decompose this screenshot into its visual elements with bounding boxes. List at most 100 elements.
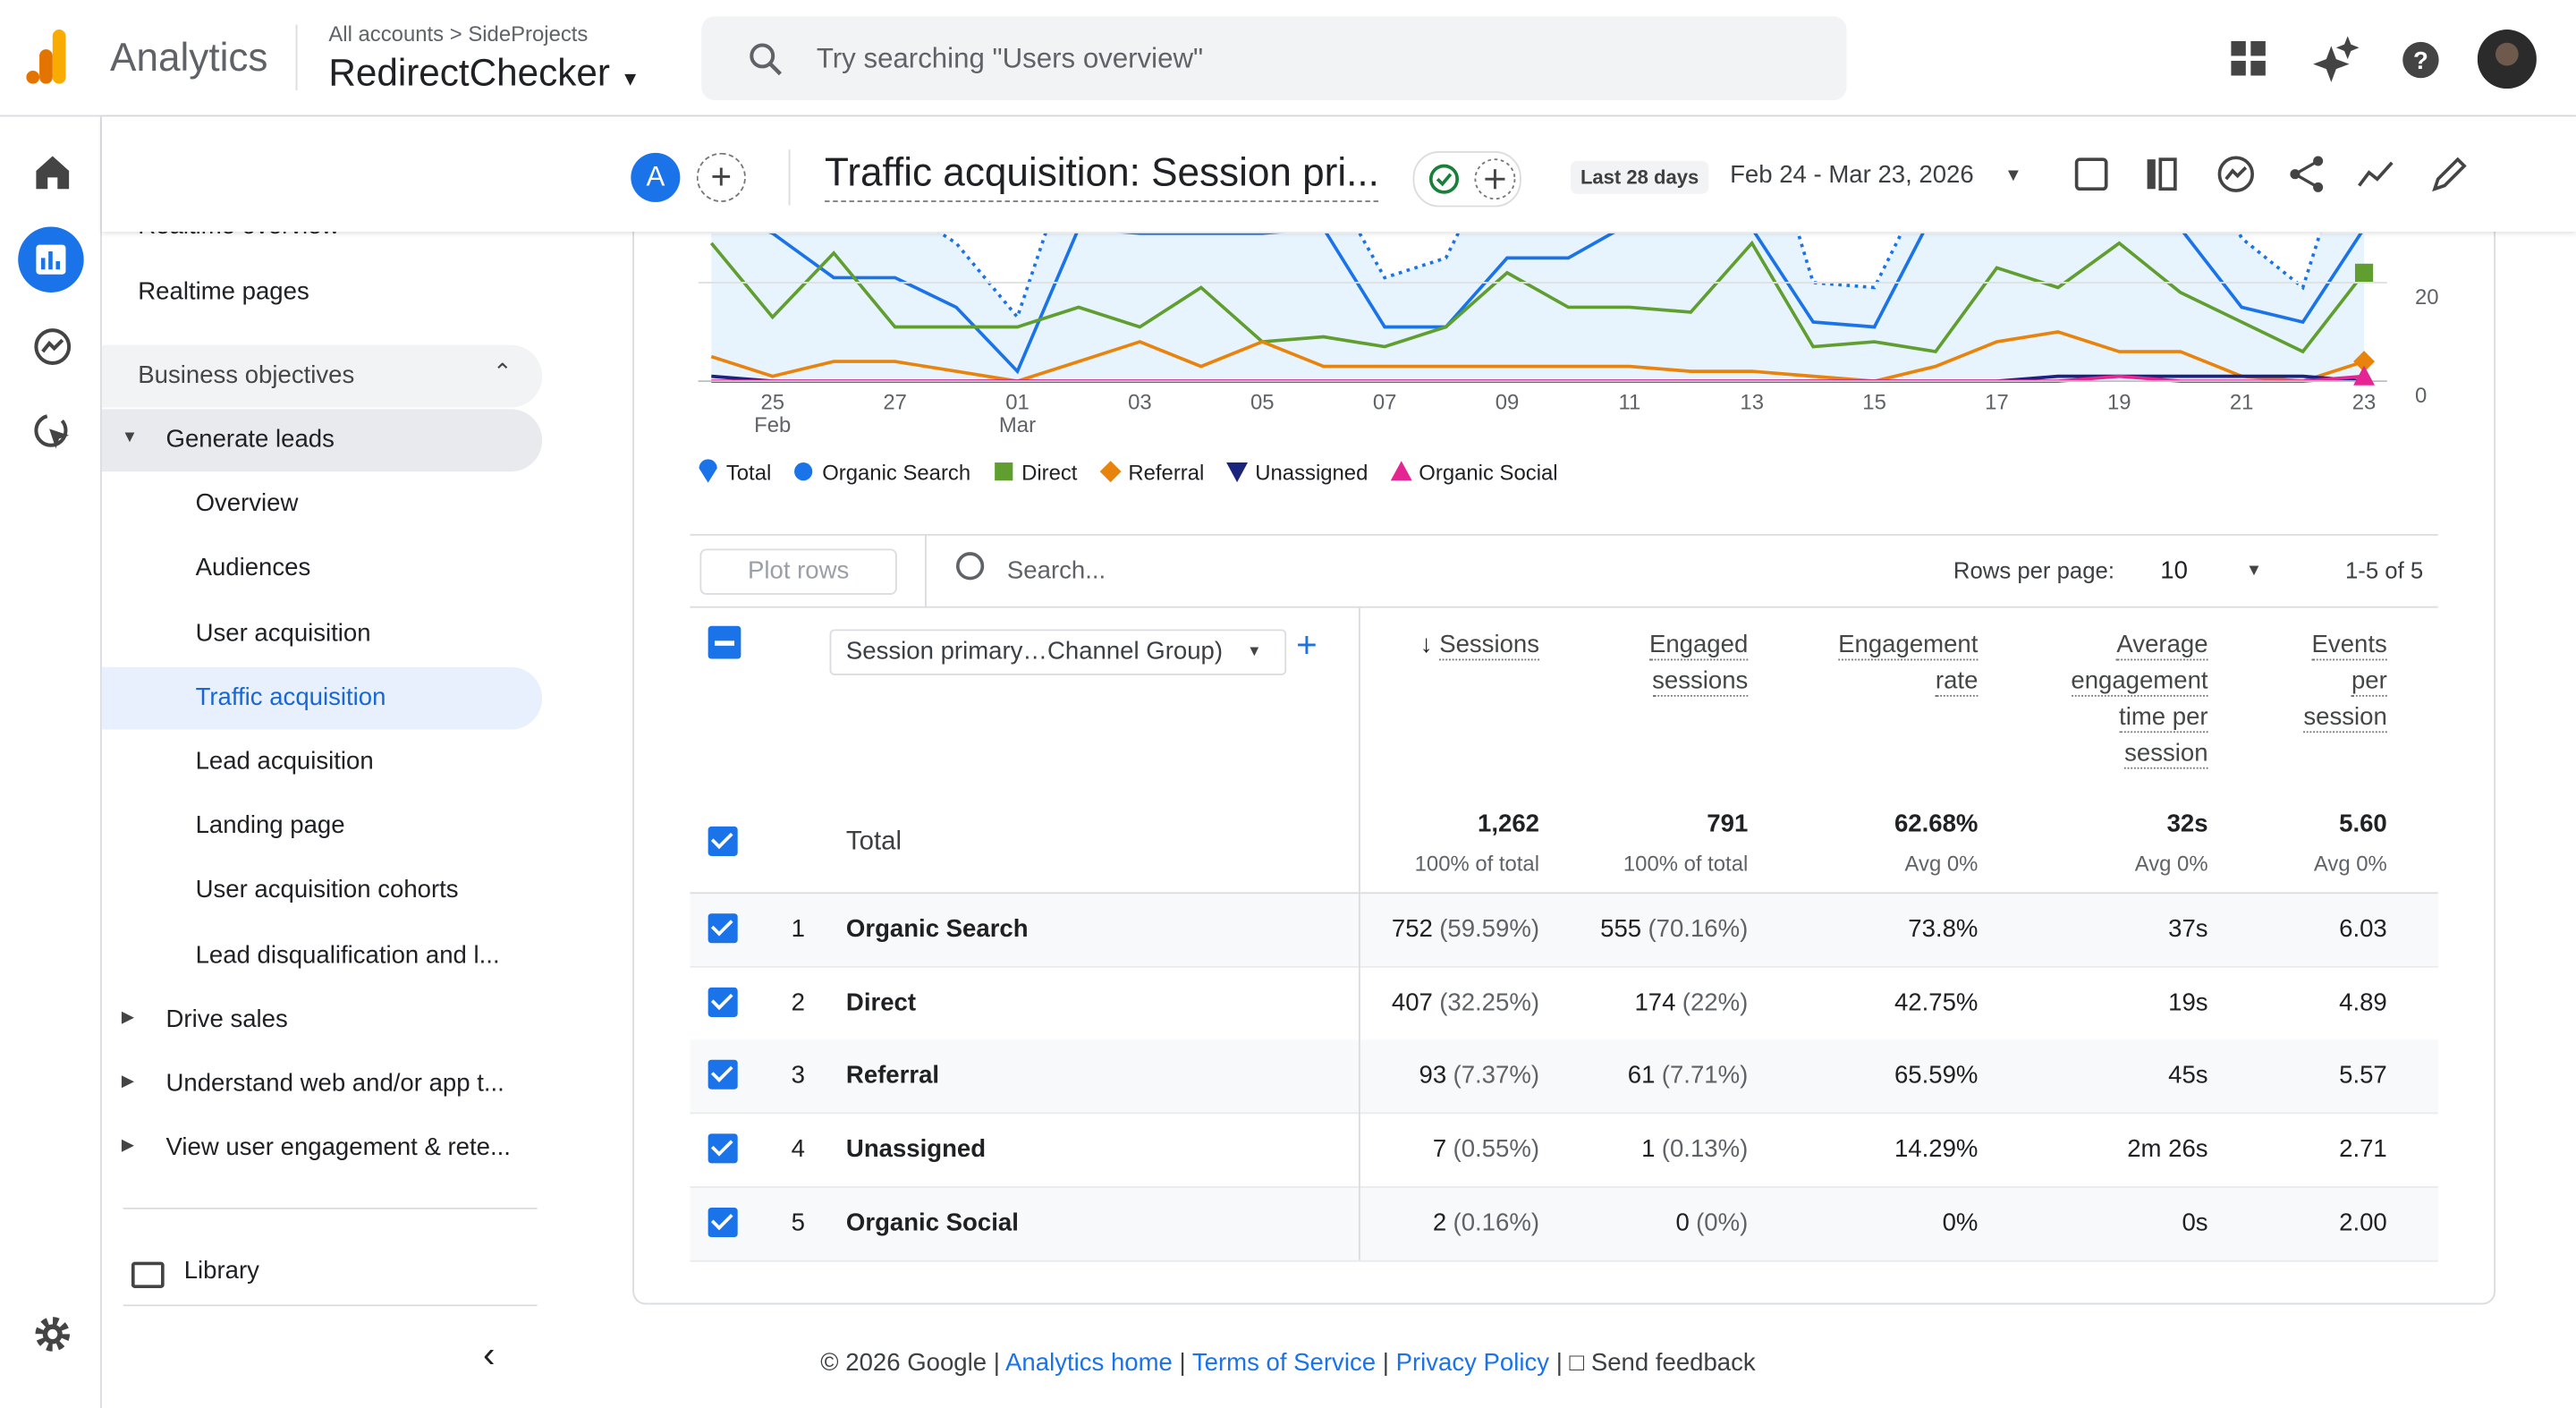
footer-link[interactable]: Terms of Service	[1191, 1348, 1377, 1378]
sparkle-icon[interactable]	[2313, 36, 2360, 82]
table-search[interactable]: Search...	[1006, 556, 1106, 585]
date-dropdown[interactable]: ▼	[2004, 165, 2022, 186]
checkbox[interactable]	[708, 1060, 738, 1090]
cell: 14.29%	[1765, 1135, 1978, 1163]
divider	[123, 1208, 538, 1210]
advertising-icon[interactable]	[33, 412, 72, 452]
column-header[interactable]: Engagement rate	[1797, 628, 1979, 700]
separator: |	[993, 1348, 1000, 1378]
property-picker[interactable]: RedirectChecker ▼	[328, 50, 640, 94]
add-dimension[interactable]: +	[1296, 623, 1318, 666]
legend-item[interactable]: Referral	[1098, 458, 1204, 484]
checkbox[interactable]	[708, 1133, 738, 1164]
nav-item[interactable]: Landing page	[195, 811, 345, 840]
total-sub: 100% of total	[1623, 851, 1749, 876]
row-name[interactable]: Referral	[845, 1062, 940, 1090]
expand-arrow: ▶	[121, 1008, 135, 1027]
row-name[interactable]: Direct	[845, 988, 917, 1017]
collapse-button[interactable]: ‹	[483, 1334, 496, 1376]
cell-percent: (22%)	[1682, 988, 1749, 1017]
cell-percent: (0.13%)	[1661, 1135, 1749, 1164]
feedback[interactable]: □ Send feedback	[1569, 1348, 1756, 1378]
x-month-label: Feb	[754, 413, 791, 437]
checkbox[interactable]	[708, 826, 738, 856]
area	[711, 233, 2365, 382]
nav-item[interactable]: Lead acquisition	[195, 747, 374, 776]
legend-marker	[1390, 461, 1412, 481]
cell-value: 0%	[1942, 1209, 1979, 1237]
explore-icon[interactable]	[33, 327, 72, 367]
search-box[interactable]	[701, 16, 1847, 101]
row-name[interactable]: Organic Social	[845, 1209, 1019, 1237]
marker	[2353, 365, 2376, 386]
cell: 752 (59.59%)	[1326, 915, 1539, 943]
home-icon[interactable]	[33, 155, 72, 191]
reports-icon[interactable]	[18, 226, 84, 293]
filter-chip[interactable]	[1412, 150, 1521, 208]
nav-group[interactable]: Generate leads	[165, 425, 335, 454]
cell: 0 (0%)	[1535, 1209, 1748, 1236]
total-value: 5.60	[2339, 810, 2387, 838]
nav-item[interactable]: Audiences	[195, 554, 311, 582]
apps-icon[interactable]	[2231, 40, 2267, 77]
chevron: ⌃	[493, 358, 513, 385]
report-toolbar[interactable]	[2073, 153, 2566, 199]
footer-link[interactable]: Privacy Policy	[1395, 1348, 1550, 1378]
y-tick-label: 0	[2415, 384, 2427, 408]
dimension: Session primary…Channel Group)	[845, 637, 1224, 666]
breadcrumb[interactable]: All accounts > SideProjects	[328, 21, 589, 47]
legend-item[interactable]: Unassigned	[1225, 458, 1368, 484]
nav-item[interactable]: User acquisition cohorts	[195, 876, 459, 904]
cell-value: 555	[1600, 915, 1642, 944]
rank: 4	[791, 1135, 806, 1164]
dimension-picker[interactable]: Session primary…Channel Group) ▼	[829, 629, 1287, 675]
nav-group[interactable]: Understand web and/or app t...	[165, 1069, 504, 1098]
column-header[interactable]: Events per session	[2272, 628, 2387, 736]
column-header[interactable]: ↓ Sessions	[1392, 628, 1540, 664]
nav-item[interactable]: User acquisition	[195, 618, 371, 647]
row-name[interactable]: Organic Search	[845, 915, 1029, 944]
footer-link[interactable]: Analytics home	[1005, 1348, 1173, 1378]
table-row	[690, 967, 2438, 1041]
column-header[interactable]: Engaged sessions	[1600, 628, 1749, 700]
row-name[interactable]: Unassigned	[845, 1135, 987, 1164]
legend-item[interactable]: Organic Social	[1389, 458, 1558, 484]
column-header[interactable]: Average engagement time per session	[2044, 628, 2208, 773]
add-comparison[interactable]: +	[696, 152, 746, 202]
comparison-chip[interactable]: A	[631, 152, 681, 202]
nav-item[interactable]: Traffic acquisition	[195, 683, 386, 711]
nav-item[interactable]: Lead disqualification and l...	[195, 940, 500, 969]
legend-item[interactable]: Direct	[992, 458, 1077, 484]
legend-marker	[1099, 461, 1122, 483]
nav-library[interactable]: Library	[183, 1257, 259, 1286]
checkbox[interactable]	[708, 913, 738, 944]
date-range[interactable]: Feb 24 - Mar 23, 2026	[1730, 161, 1974, 190]
series-line	[767, 233, 2363, 375]
x-tick-label: 15	[1862, 390, 1886, 414]
cell-value: 407	[1391, 988, 1433, 1017]
report-title[interactable]: Traffic acquisition: Session pri...	[825, 151, 1379, 202]
nav-group[interactable]: View user engagement & rete...	[165, 1133, 511, 1162]
x-tick-label: 01	[1005, 390, 1030, 414]
cell-value: 0s	[2182, 1209, 2208, 1237]
cell: 2m 26s	[1995, 1135, 2207, 1163]
legend-item[interactable]: Organic Search	[792, 458, 970, 484]
cell: 42.75%	[1765, 988, 1978, 1016]
nav-group[interactable]: Drive sales	[165, 1005, 288, 1033]
plot-rows-button[interactable]: Plot rows	[699, 548, 897, 595]
settings-icon[interactable]	[33, 1314, 72, 1353]
cell: 61 (7.71%)	[1535, 1062, 1748, 1090]
cell-percent: (7.37%)	[1453, 1062, 1540, 1090]
help-icon[interactable]: ?	[2402, 41, 2439, 79]
marker	[699, 459, 717, 483]
nav-item[interactable]: Realtime pages	[138, 276, 309, 305]
legend-item[interactable]: Total	[697, 458, 771, 484]
rows-per-page[interactable]: 10	[2160, 556, 2188, 585]
total-sub: 100% of total	[1414, 851, 1540, 876]
rank: 5	[791, 1209, 806, 1237]
avatar[interactable]	[2477, 30, 2537, 89]
nav-section[interactable]: Business objectives	[138, 361, 355, 390]
checkbox[interactable]	[708, 1207, 738, 1237]
nav-item[interactable]: Overview	[195, 489, 299, 518]
checkbox[interactable]	[708, 987, 738, 1017]
